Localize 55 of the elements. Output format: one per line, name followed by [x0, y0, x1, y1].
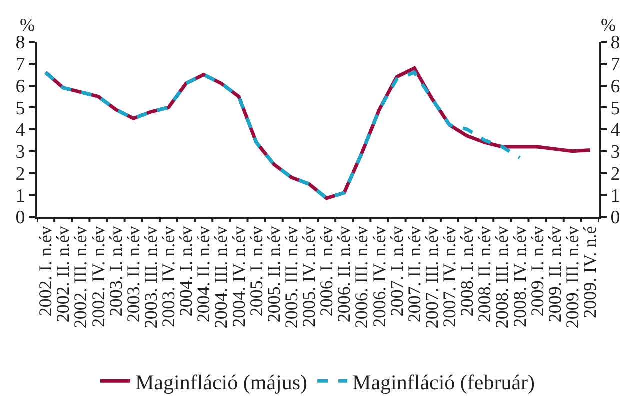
y2-tick-label: 6 [610, 76, 620, 98]
x-tick-label: 2004. II. n.év [194, 226, 214, 323]
y-tick-label: 1 [16, 186, 26, 207]
y-tick-label: 4 [16, 120, 26, 142]
x-tick-label: 2009. I. n.év [527, 226, 548, 317]
legend-label: Maginfláció (február) [352, 370, 536, 394]
line-series [44, 70, 522, 200]
x-tick-label: 2008. III. n.év [492, 226, 512, 329]
x-tick-label: 2002. I. n.év [36, 226, 56, 317]
x-tick-label: 2007. III. n.év [422, 226, 442, 329]
x-tick-label: 2005. I. n.év [246, 226, 266, 317]
x-tick-label: 2008. IV. n.év [510, 226, 530, 328]
x-tick-label: 2006. III. n.év [352, 226, 372, 329]
x-tick-label: 2006. II. n.év [334, 226, 354, 323]
x-tick-label: 2009. IV. n.é [580, 226, 600, 318]
x-tick-label: 2005. IV. n.év [299, 226, 320, 328]
x-tick-label: 2005. II. n.év [264, 226, 284, 323]
y2-tick-label: 3 [610, 142, 620, 164]
x-tick-label: 2009. III. n.év [562, 226, 583, 329]
y-tick-label: 7 [16, 54, 26, 76]
x-tick-label: 2003. II. n.év [123, 226, 144, 323]
x-tick-label: 2008. II. n.év [474, 226, 495, 323]
y2-tick-label: 7 [610, 54, 620, 76]
x-tick-label: 2007. II. n.év [404, 226, 424, 323]
x-tick-label: 2004. I. n.év [176, 226, 196, 317]
x-tick-label: 2007. I. n.év [386, 226, 407, 317]
x-tick-label: 2004. IV. n.év [228, 226, 249, 328]
x-tick-label: 2007. IV. n.év [440, 226, 460, 328]
x-tick-label: 2003. III. n.év [141, 226, 162, 329]
x-tick-label: 2002. II. n.év [53, 226, 74, 323]
y-tick-label: 8 [16, 32, 26, 54]
y2-axis-title: % [601, 15, 616, 35]
x-tick-label: 2006. IV. n.év [369, 226, 390, 328]
y-axis-title: % [20, 15, 35, 35]
legend-label: Maginfláció (május) [136, 370, 308, 394]
y-tick-label: 6 [16, 76, 26, 98]
y-tick-label: 0 [16, 208, 26, 229]
x-tick-label: 2009. II. n.év [544, 226, 565, 323]
x-tick-label: 2006. I. n.év [316, 226, 337, 317]
x-tick-label: 2004. III. n.év [211, 226, 232, 329]
x-tick-label: 2002. III. n.év [70, 226, 91, 329]
y2-tick-label: 8 [610, 32, 620, 54]
y2-tick-label: 4 [610, 120, 621, 142]
x-tick-label: 2003. I. n.év [106, 226, 126, 317]
y-tick-label: 5 [16, 98, 26, 120]
y-tick-label: 2 [16, 164, 26, 185]
x-tick-label: 2003. IV. n.év [158, 226, 179, 328]
y2-tick-label: 0 [610, 208, 620, 229]
y2-tick-label: 2 [610, 164, 620, 185]
x-tick-label: 2002. IV. n.év [88, 226, 108, 328]
y2-tick-label: 1 [610, 186, 620, 207]
x-tick-label: 2005. III. n.év [282, 226, 302, 329]
x-tick-label: 2008. I. n.év [457, 226, 478, 317]
y-tick-label: 3 [16, 142, 26, 164]
y2-tick-label: 5 [610, 98, 620, 120]
